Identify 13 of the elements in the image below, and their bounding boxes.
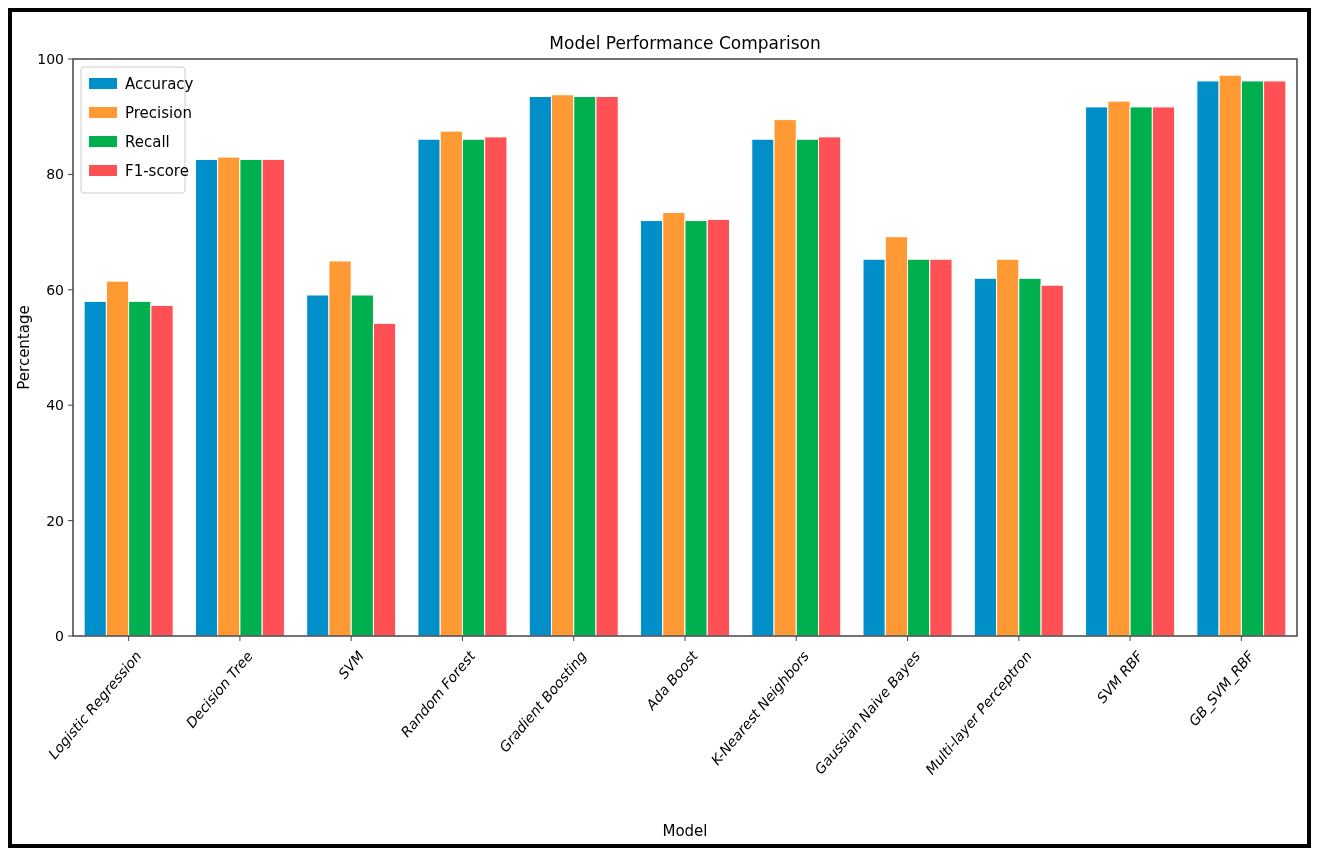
chart-title: Model Performance Comparison bbox=[549, 33, 821, 53]
y-tick-label: 60 bbox=[46, 281, 64, 298]
x-axis-title: Model bbox=[662, 822, 708, 840]
legend-label: Precision bbox=[125, 104, 192, 123]
legend-label: Recall bbox=[125, 133, 170, 152]
y-tick-label: 0 bbox=[55, 627, 64, 644]
y-tick-label: 40 bbox=[46, 397, 64, 414]
legend-label: Accuracy bbox=[125, 75, 194, 94]
y-tick-label: 80 bbox=[46, 166, 64, 183]
y-tick-label: 20 bbox=[46, 512, 64, 529]
y-axis-title: Percentage bbox=[15, 305, 33, 390]
y-tick-label: 100 bbox=[37, 50, 64, 67]
legend-label: F1-score bbox=[125, 162, 189, 181]
